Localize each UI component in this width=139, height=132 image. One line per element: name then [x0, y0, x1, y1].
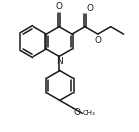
Text: O: O [73, 109, 80, 117]
Text: CH₃: CH₃ [83, 110, 96, 116]
Text: O: O [94, 36, 101, 45]
Text: N: N [56, 57, 63, 66]
Text: O: O [86, 4, 94, 13]
Text: O: O [56, 2, 63, 11]
